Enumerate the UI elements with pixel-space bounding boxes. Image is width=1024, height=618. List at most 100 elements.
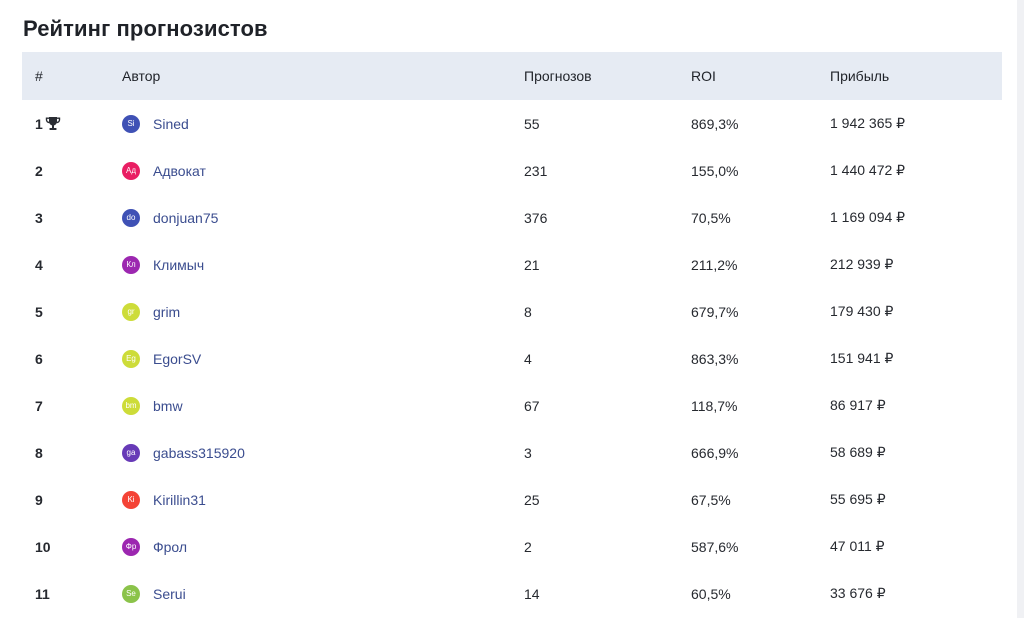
table-row: 8 ga gabass315920 3 666,9% 58 689 ₽ xyxy=(22,429,1002,476)
author-cell: do donjuan75 xyxy=(122,208,524,227)
roi-cell: 155,0% xyxy=(691,162,739,179)
author-link[interactable]: Sined xyxy=(153,115,189,132)
author-cell: Кл Климыч xyxy=(122,255,524,274)
author-cell: Ад Адвокат xyxy=(122,161,524,180)
profit-cell: 86 917 ₽ xyxy=(830,397,886,413)
author-cell: ga gabass315920 xyxy=(122,443,524,462)
table-row: 11 Se Serui 14 60,5% 33 676 ₽ xyxy=(22,570,1002,617)
count-cell: 231 xyxy=(524,162,548,179)
avatar[interactable]: ga xyxy=(122,443,140,462)
avatar[interactable]: Ki xyxy=(122,490,140,509)
author-link[interactable]: gabass315920 xyxy=(153,444,245,461)
avatar[interactable]: Eg xyxy=(122,349,140,368)
forecasters-table: # Автор Прогнозов ROI Прибыль 1 Si Sined… xyxy=(22,52,1002,617)
roi-cell: 118,7% xyxy=(691,397,738,414)
profit-cell: 1 440 472 ₽ xyxy=(830,162,906,178)
rank-number: 8 xyxy=(35,444,43,461)
avatar[interactable]: Si xyxy=(122,114,140,133)
page-title: Рейтинг прогнозистов xyxy=(23,16,268,41)
rank-cell: 8 xyxy=(22,445,122,461)
avatar[interactable]: Фр xyxy=(122,537,140,556)
avatar[interactable]: Se xyxy=(122,584,140,603)
author-cell: Фр Фрол xyxy=(122,537,524,556)
table-row: 2 Ад Адвокат 231 155,0% 1 440 472 ₽ xyxy=(22,147,1002,194)
profit-cell: 151 941 ₽ xyxy=(830,350,894,366)
table-row: 7 bm bmw 67 118,7% 86 917 ₽ xyxy=(22,382,1002,429)
author-link[interactable]: Фрол xyxy=(153,538,188,555)
author-link[interactable]: Адвокат xyxy=(153,162,206,179)
author-link[interactable]: Serui xyxy=(153,585,186,602)
roi-cell: 211,2% xyxy=(691,256,738,273)
avatar[interactable]: Ад xyxy=(122,161,140,180)
rank-number: 4 xyxy=(35,256,43,273)
profit-cell: 55 695 ₽ xyxy=(830,491,886,507)
count-cell: 14 xyxy=(524,585,540,602)
author-cell: Si Sined xyxy=(122,114,524,133)
profit-cell: 1 942 365 ₽ xyxy=(830,115,906,131)
author-link[interactable]: bmw xyxy=(153,397,183,414)
profit-cell: 179 430 ₽ xyxy=(830,303,894,319)
table-row: 9 Ki Kirillin31 25 67,5% 55 695 ₽ xyxy=(22,476,1002,523)
header-count: Прогнозов xyxy=(524,68,592,84)
author-cell: Ki Kirillin31 xyxy=(122,490,524,509)
profit-cell: 47 011 ₽ xyxy=(830,538,885,554)
rank-number: 3 xyxy=(35,209,43,226)
table-row: 10 Фр Фрол 2 587,6% 47 011 ₽ xyxy=(22,523,1002,570)
rank-cell: 6 xyxy=(22,351,122,367)
rank-cell: 9 xyxy=(22,492,122,508)
count-cell: 67 xyxy=(524,397,540,414)
rank-cell: 1 xyxy=(22,116,122,132)
count-cell: 55 xyxy=(524,115,540,132)
author-link[interactable]: donjuan75 xyxy=(153,209,219,226)
avatar[interactable]: do xyxy=(122,208,140,227)
rank-cell: 4 xyxy=(22,257,122,273)
profit-cell: 1 169 094 ₽ xyxy=(830,209,906,225)
author-link[interactable]: Климыч xyxy=(153,256,205,273)
header-author: Автор xyxy=(122,68,161,84)
count-cell: 8 xyxy=(524,303,532,320)
author-cell: bm bmw xyxy=(122,396,524,415)
roi-cell: 587,6% xyxy=(691,538,739,555)
table-row: 5 gr grim 8 679,7% 179 430 ₽ xyxy=(22,288,1002,335)
rank-cell: 3 xyxy=(22,210,122,226)
author-link[interactable]: grim xyxy=(153,303,181,320)
rank-number: 9 xyxy=(35,491,43,508)
author-cell: Se Serui xyxy=(122,584,524,603)
header-profit: Прибыль xyxy=(830,68,890,84)
header-roi: ROI xyxy=(691,68,716,84)
profit-cell: 58 689 ₽ xyxy=(830,444,886,460)
count-cell: 25 xyxy=(524,491,540,508)
rank-cell: 2 xyxy=(22,163,122,179)
avatar[interactable]: Кл xyxy=(122,255,140,274)
count-cell: 376 xyxy=(524,209,548,226)
trophy-icon xyxy=(45,116,61,131)
rank-number: 5 xyxy=(35,303,43,320)
author-link[interactable]: EgorSV xyxy=(153,350,202,367)
rank-number: 10 xyxy=(35,538,51,555)
rank-number: 7 xyxy=(35,397,43,414)
rank-cell: 5 xyxy=(22,304,122,320)
table-row: 6 Eg EgorSV 4 863,3% 151 941 ₽ xyxy=(22,335,1002,382)
rank-number: 11 xyxy=(35,585,50,602)
table-row: 4 Кл Климыч 21 211,2% 212 939 ₽ xyxy=(22,241,1002,288)
rank-number: 6 xyxy=(35,350,43,367)
roi-cell: 67,5% xyxy=(691,491,731,508)
avatar[interactable]: gr xyxy=(122,302,140,321)
avatar[interactable]: bm xyxy=(122,396,140,415)
rank-number: 2 xyxy=(35,162,43,179)
roi-cell: 869,3% xyxy=(691,115,739,132)
author-cell: Eg EgorSV xyxy=(122,349,524,368)
count-cell: 21 xyxy=(524,256,540,273)
count-cell: 4 xyxy=(524,350,532,367)
rank-cell: 11 xyxy=(22,586,122,602)
roi-cell: 679,7% xyxy=(691,303,739,320)
rank-number: 1 xyxy=(35,115,43,132)
table-row: 3 do donjuan75 376 70,5% 1 169 094 ₽ xyxy=(22,194,1002,241)
table-header: # Автор Прогнозов ROI Прибыль xyxy=(22,52,1002,100)
author-cell: gr grim xyxy=(122,302,524,321)
author-link[interactable]: Kirillin31 xyxy=(153,491,206,508)
roi-cell: 60,5% xyxy=(691,585,731,602)
header-rank: # xyxy=(35,68,43,84)
profit-cell: 212 939 ₽ xyxy=(830,256,894,272)
